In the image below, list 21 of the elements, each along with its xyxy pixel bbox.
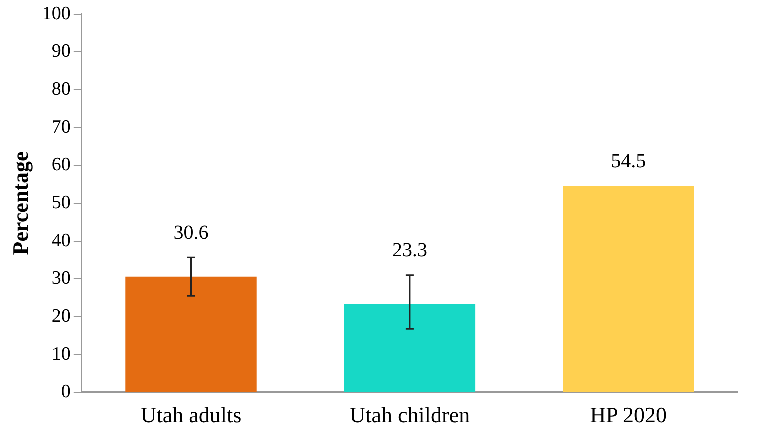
data-label: 23.3 [392, 240, 428, 262]
y-tick-label: 10 [52, 344, 71, 365]
bar [563, 186, 694, 392]
y-tick-label: 80 [52, 79, 71, 100]
x-tick-label: Utah adults [140, 402, 242, 428]
x-tick-label: Utah children [350, 402, 470, 428]
y-tick-label: 0 [61, 382, 71, 403]
bar [344, 304, 476, 392]
data-label: 30.6 [174, 222, 209, 244]
y-tick-label: 50 [52, 192, 71, 214]
y-tick-label: 60 [52, 154, 71, 176]
bar [126, 276, 257, 392]
x-tick-label: HP 2020 [590, 402, 668, 428]
y-tick-label: 30 [52, 268, 71, 290]
y-tick-label: 40 [52, 230, 71, 252]
data-label: 54.5 [611, 150, 646, 173]
y-tick-label: 90 [52, 41, 71, 62]
y-axis-title: Percentage [8, 152, 33, 256]
y-tick-label: 20 [52, 306, 71, 327]
y-tick-label: 100 [42, 3, 71, 24]
y-tick-label: 70 [52, 116, 71, 138]
